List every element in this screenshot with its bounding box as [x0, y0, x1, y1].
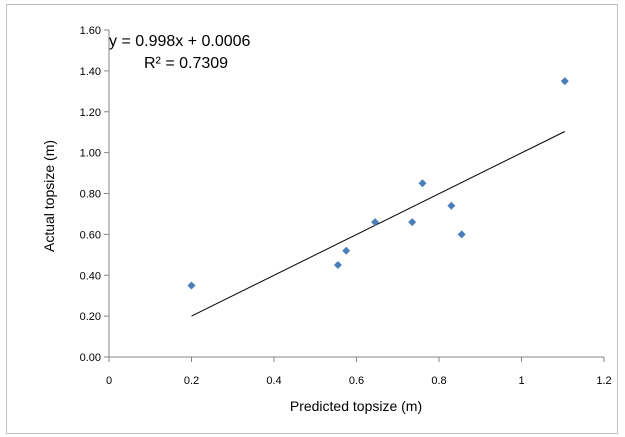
r-squared-label: R² = 0.7309	[144, 55, 228, 72]
x-tick-label: 1	[518, 375, 524, 387]
y-tick-label: 0.00	[80, 352, 101, 364]
data-points	[187, 77, 569, 290]
chart-frame	[6, 4, 618, 434]
y-tick-label: 0.40	[80, 270, 101, 282]
y-tick-label: 0.80	[80, 189, 101, 201]
y-tick-label: 1.60	[80, 25, 101, 37]
x-tick-label: 1.2	[596, 375, 611, 387]
y-tick-label: 0.20	[80, 311, 101, 323]
y-tick-label: 1.20	[80, 107, 101, 119]
y-tick-label: 0.60	[80, 229, 101, 241]
y-axis-ticks: 0.00 0.20 0.40 0.60 0.80 1.00 1.20 1.40 1.60	[80, 25, 109, 364]
x-tick-label: 0.2	[184, 375, 199, 387]
x-axis-title: Predicted topsize (m)	[290, 398, 422, 414]
data-point	[408, 218, 417, 227]
x-tick-label: 0.6	[349, 375, 364, 387]
y-axis-title: Actual topsize (m)	[41, 140, 57, 252]
data-point	[371, 218, 380, 227]
data-point	[447, 201, 456, 210]
data-point	[333, 261, 342, 270]
data-point	[418, 179, 427, 188]
data-point	[187, 281, 196, 290]
x-axis-ticks: 0 0.2 0.4 0.6 0.8 1 1.2	[106, 357, 612, 387]
y-tick-label: 1.40	[80, 66, 101, 78]
y-tick-label: 1.00	[80, 148, 101, 160]
data-point	[560, 77, 569, 86]
trendline-equation: y = 0.998x + 0.0006	[109, 33, 251, 50]
x-tick-label: 0	[106, 375, 112, 387]
x-tick-label: 0.8	[431, 375, 446, 387]
data-point	[457, 230, 466, 239]
trendline	[191, 131, 566, 317]
x-tick-label: 0.4	[266, 375, 281, 387]
data-point	[342, 246, 351, 255]
